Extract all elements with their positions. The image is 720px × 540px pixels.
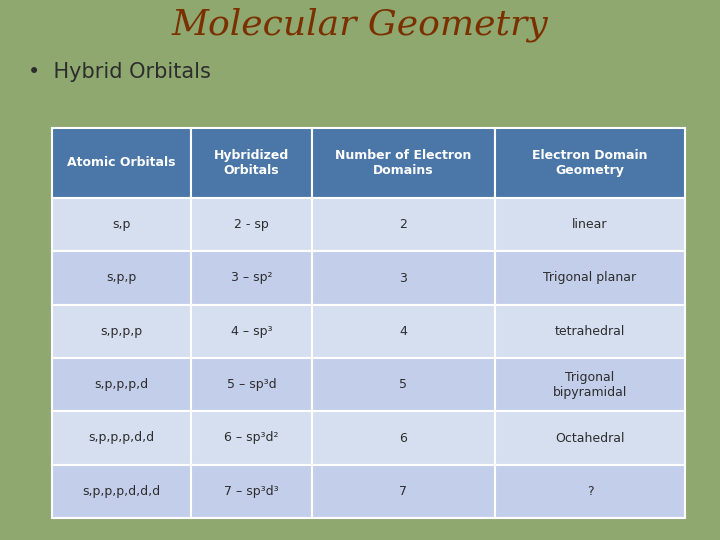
Text: 4 – sp³: 4 – sp³ — [230, 325, 272, 338]
Bar — [495, 198, 685, 251]
Bar — [192, 411, 312, 464]
Bar — [312, 305, 495, 358]
Bar — [52, 464, 192, 518]
Bar — [192, 128, 312, 198]
Text: ?: ? — [587, 485, 593, 498]
Text: 6: 6 — [400, 431, 408, 444]
Text: 3 – sp²: 3 – sp² — [230, 272, 272, 285]
Bar — [192, 198, 312, 251]
Bar — [192, 464, 312, 518]
Bar — [312, 464, 495, 518]
Bar — [495, 128, 685, 198]
Bar — [312, 128, 495, 198]
Bar — [312, 198, 495, 251]
Text: Hybridized
Orbitals: Hybridized Orbitals — [214, 149, 289, 177]
Bar — [52, 358, 192, 411]
Text: 5 – sp³d: 5 – sp³d — [227, 378, 276, 391]
Text: s,p,p,p,d,d: s,p,p,p,d,d — [89, 431, 155, 444]
Bar — [52, 411, 192, 464]
Bar — [312, 411, 495, 464]
Text: Octahedral: Octahedral — [555, 431, 625, 444]
Text: s,p,p,p,d,d,d: s,p,p,p,d,d,d — [83, 485, 161, 498]
Text: Atomic Orbitals: Atomic Orbitals — [68, 157, 176, 170]
Text: s,p: s,p — [112, 218, 131, 231]
Text: 2 - sp: 2 - sp — [234, 218, 269, 231]
Bar — [495, 464, 685, 518]
Bar — [495, 305, 685, 358]
Bar — [52, 128, 192, 198]
Text: Trigonal planar: Trigonal planar — [544, 272, 636, 285]
Bar — [312, 251, 495, 305]
Bar — [192, 305, 312, 358]
Text: s,p,p,p,d: s,p,p,p,d — [94, 378, 149, 391]
Text: Molecular Geometry: Molecular Geometry — [171, 8, 549, 43]
Bar — [192, 358, 312, 411]
Text: •  Hybrid Orbitals: • Hybrid Orbitals — [28, 62, 211, 82]
Text: linear: linear — [572, 218, 608, 231]
Text: 7: 7 — [400, 485, 408, 498]
Bar — [312, 358, 495, 411]
Bar — [192, 251, 312, 305]
Bar — [52, 251, 192, 305]
Text: 4: 4 — [400, 325, 408, 338]
Text: Electron Domain
Geometry: Electron Domain Geometry — [532, 149, 648, 177]
Text: 2: 2 — [400, 218, 408, 231]
Text: 3: 3 — [400, 272, 408, 285]
Bar — [495, 411, 685, 464]
Text: 7 – sp³d³: 7 – sp³d³ — [224, 485, 279, 498]
Text: tetrahedral: tetrahedral — [555, 325, 625, 338]
Bar — [52, 305, 192, 358]
Text: s,p,p,p: s,p,p,p — [101, 325, 143, 338]
Text: Trigonal
bipyramidal: Trigonal bipyramidal — [553, 370, 627, 399]
Text: s,p,p: s,p,p — [107, 272, 137, 285]
Text: 6 – sp³d²: 6 – sp³d² — [224, 431, 279, 444]
Text: 5: 5 — [400, 378, 408, 391]
Bar — [495, 251, 685, 305]
Bar — [495, 358, 685, 411]
Bar — [52, 198, 192, 251]
Text: Number of Electron
Domains: Number of Electron Domains — [335, 149, 472, 177]
